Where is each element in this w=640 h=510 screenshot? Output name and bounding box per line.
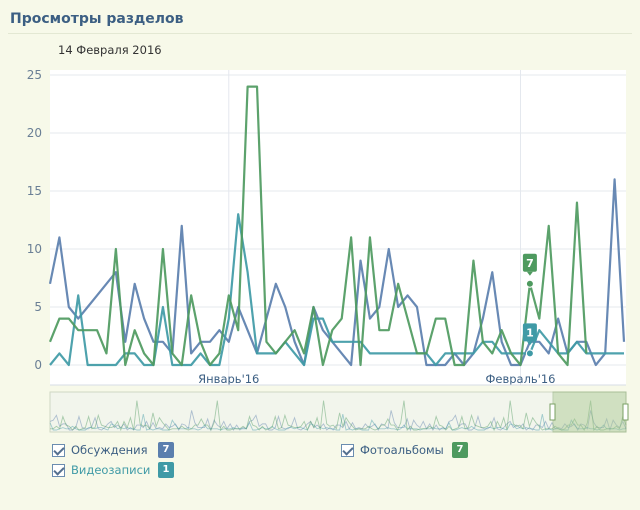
tooltip-badge <box>522 323 537 342</box>
series-2[interactable] <box>48 85 588 367</box>
legend-badge-photoalbums: 7 <box>452 442 468 458</box>
y-tick-label: 0 <box>34 358 42 372</box>
series-0[interactable] <box>48 178 626 367</box>
navigator-window[interactable] <box>552 391 627 433</box>
tooltip-value: 1 <box>526 326 534 339</box>
y-tick-label: 5 <box>34 300 42 314</box>
legend-item-photoalbums[interactable]: Фотоальбомы <box>341 442 444 458</box>
legend-badge-discussions: 7 <box>158 442 174 458</box>
title-divider <box>8 33 632 34</box>
tooltip-badge <box>522 253 537 272</box>
chart-axes: 0 5 10 15 20 25 Январь'16 Февраль'16 <box>27 68 626 386</box>
chart-tooltips: 71 <box>522 253 537 358</box>
chart-grid <box>50 70 626 385</box>
navigator-line <box>50 400 627 432</box>
highlight-point <box>525 349 534 358</box>
tooltip-pointer <box>526 271 533 276</box>
navigator-left-handle[interactable] <box>549 403 556 421</box>
y-tick-label: 20 <box>27 126 42 140</box>
legend-label: Фотоальбомы <box>360 443 444 457</box>
checkbox-icon[interactable] <box>52 443 65 457</box>
highlight-point <box>525 279 534 288</box>
x-tick-label: Февраль'16 <box>485 372 555 386</box>
series-line[interactable] <box>48 178 626 367</box>
tooltip-pointer <box>526 341 533 346</box>
legend-label: Видеозаписи <box>71 463 151 477</box>
navigator-line <box>49 413 626 431</box>
y-tick-label: 10 <box>27 242 42 256</box>
y-tick-label: 25 <box>27 68 42 82</box>
navigator-line <box>49 410 627 432</box>
checkbox-icon[interactable] <box>341 443 354 457</box>
navigator-right-handle[interactable] <box>622 403 629 421</box>
legend-item-videos[interactable]: Видеозаписи <box>52 462 150 478</box>
checkbox-icon[interactable] <box>52 463 65 477</box>
legend-badge-videos: 1 <box>158 462 174 478</box>
page-title: Просмотры разделов <box>10 11 184 27</box>
chart-date: 14 Февраля 2016 <box>58 43 162 57</box>
legend-item-discussions[interactable]: Обсуждения <box>52 442 148 458</box>
plot-background <box>50 70 626 385</box>
legend-label: Обсуждения <box>71 443 148 457</box>
navigator-background <box>49 391 627 433</box>
y-tick-label: 15 <box>27 184 42 198</box>
chart-navigator[interactable] <box>49 391 629 433</box>
tooltip-value: 7 <box>526 257 534 270</box>
series-line[interactable] <box>48 85 588 367</box>
x-tick-label: Январь'16 <box>198 372 259 386</box>
